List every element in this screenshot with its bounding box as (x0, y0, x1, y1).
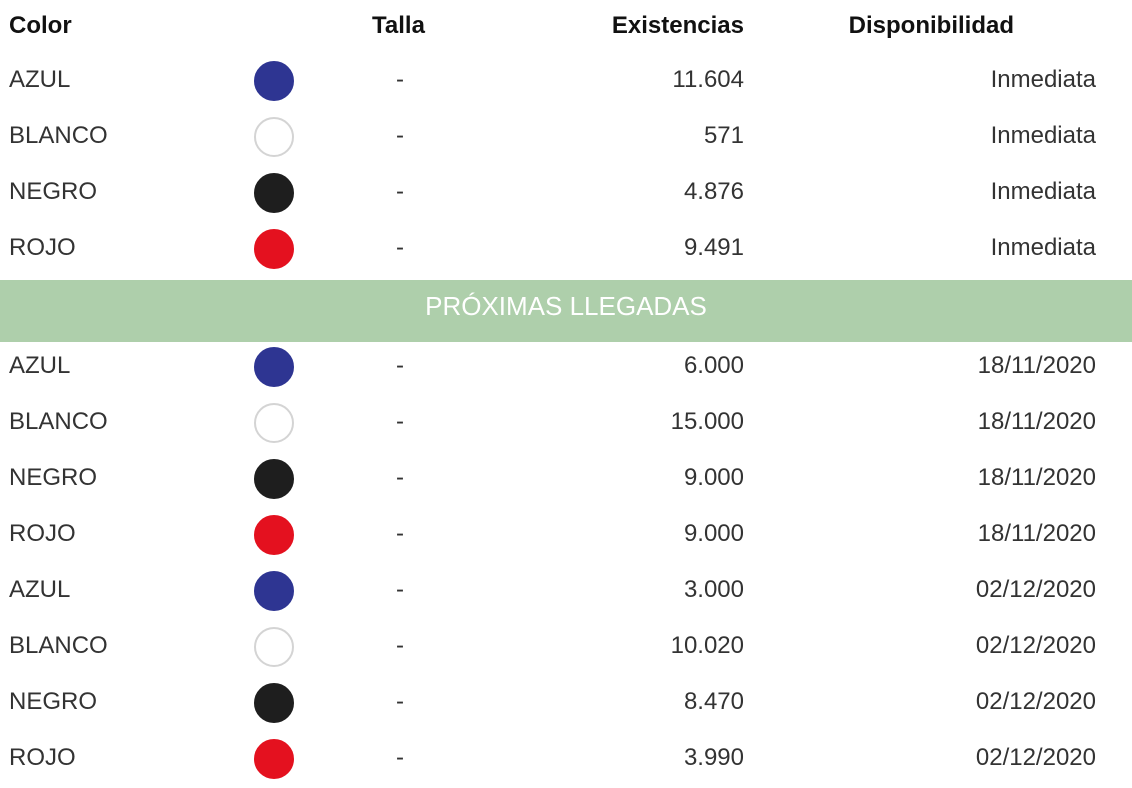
color-name: BLANCO (9, 408, 108, 435)
color-swatch (254, 403, 294, 443)
size-value: - (396, 66, 404, 93)
table-row: ROJO - 9.000 18/11/2020 (0, 506, 1132, 562)
availability-value: 18/11/2020 (977, 408, 1096, 435)
stock-value: 15.000 (670, 408, 744, 435)
size-value: - (396, 234, 404, 261)
availability-value: 18/11/2020 (977, 520, 1096, 547)
stock-value: 10.020 (670, 632, 744, 659)
table-header: Color Talla Existencias Disponibilidad (0, 0, 1132, 54)
stock-value: 3.990 (683, 744, 744, 771)
incoming-banner: PRÓXIMAS LLEGADAS (0, 280, 1132, 342)
size-value: - (396, 520, 404, 547)
color-name: NEGRO (9, 178, 98, 205)
stock-value: 9.000 (683, 464, 744, 491)
color-name: NEGRO (9, 688, 98, 715)
header-talla: Talla (372, 12, 425, 39)
color-swatch (254, 117, 294, 157)
color-name: BLANCO (9, 632, 108, 659)
color-name: ROJO (9, 234, 76, 261)
table-row: AZUL - 6.000 18/11/2020 (0, 338, 1132, 394)
availability-value: 02/12/2020 (975, 688, 1096, 715)
color-swatch (254, 173, 294, 213)
color-name: ROJO (9, 744, 76, 771)
size-value: - (396, 408, 404, 435)
size-value: - (396, 122, 404, 149)
table-row: BLANCO - 15.000 18/11/2020 (0, 394, 1132, 450)
table-row: NEGRO - 8.470 02/12/2020 (0, 674, 1132, 730)
availability-value: 02/12/2020 (975, 744, 1096, 771)
size-value: - (396, 632, 404, 659)
color-name: ROJO (9, 520, 76, 547)
color-swatch (254, 61, 294, 101)
color-name: NEGRO (9, 464, 98, 491)
color-swatch (254, 459, 294, 499)
availability-value: 02/12/2020 (975, 632, 1096, 659)
color-swatch (254, 229, 294, 269)
color-swatch (254, 627, 294, 667)
color-swatch (254, 683, 294, 723)
color-swatch (254, 347, 294, 387)
header-disponibilidad: Disponibilidad (848, 12, 1014, 39)
availability-value: Inmediata (990, 178, 1096, 205)
size-value: - (396, 178, 404, 205)
size-value: - (396, 352, 404, 379)
size-value: - (396, 744, 404, 771)
size-value: - (396, 688, 404, 715)
header-color: Color (9, 12, 72, 39)
availability-value: Inmediata (990, 122, 1096, 149)
color-swatch (254, 515, 294, 555)
stock-value: 4.876 (683, 178, 744, 205)
color-name: AZUL (9, 576, 71, 603)
table-row: BLANCO - 571 Inmediata (0, 108, 1132, 164)
stock-value: 11.604 (672, 66, 744, 93)
color-swatch (254, 739, 294, 779)
stock-value: 571 (703, 122, 744, 149)
availability-value: 18/11/2020 (977, 464, 1096, 491)
stock-value: 9.491 (683, 234, 744, 261)
table-row: ROJO - 9.491 Inmediata (0, 220, 1132, 276)
stock-value: 3.000 (683, 576, 744, 603)
availability-value: Inmediata (990, 66, 1096, 93)
availability-value: Inmediata (990, 234, 1096, 261)
stock-value: 8.470 (683, 688, 744, 715)
header-existencias: Existencias (611, 12, 744, 39)
stock-value: 6.000 (683, 352, 744, 379)
color-name: AZUL (9, 352, 71, 379)
size-value: - (396, 576, 404, 603)
table-row: BLANCO - 10.020 02/12/2020 (0, 618, 1132, 674)
size-value: - (396, 464, 404, 491)
table-row: ROJO - 3.990 02/12/2020 (0, 730, 1132, 786)
availability-value: 18/11/2020 (977, 352, 1096, 379)
table-row: NEGRO - 9.000 18/11/2020 (0, 450, 1132, 506)
availability-value: 02/12/2020 (975, 576, 1096, 603)
incoming-banner-label: PRÓXIMAS LLEGADAS (425, 291, 707, 321)
color-name: AZUL (9, 66, 71, 93)
color-name: BLANCO (9, 122, 108, 149)
table-row: AZUL - 11.604 Inmediata (0, 52, 1132, 108)
table-row: AZUL - 3.000 02/12/2020 (0, 562, 1132, 618)
stock-value: 9.000 (683, 520, 744, 547)
color-swatch (254, 571, 294, 611)
table-row: NEGRO - 4.876 Inmediata (0, 164, 1132, 220)
